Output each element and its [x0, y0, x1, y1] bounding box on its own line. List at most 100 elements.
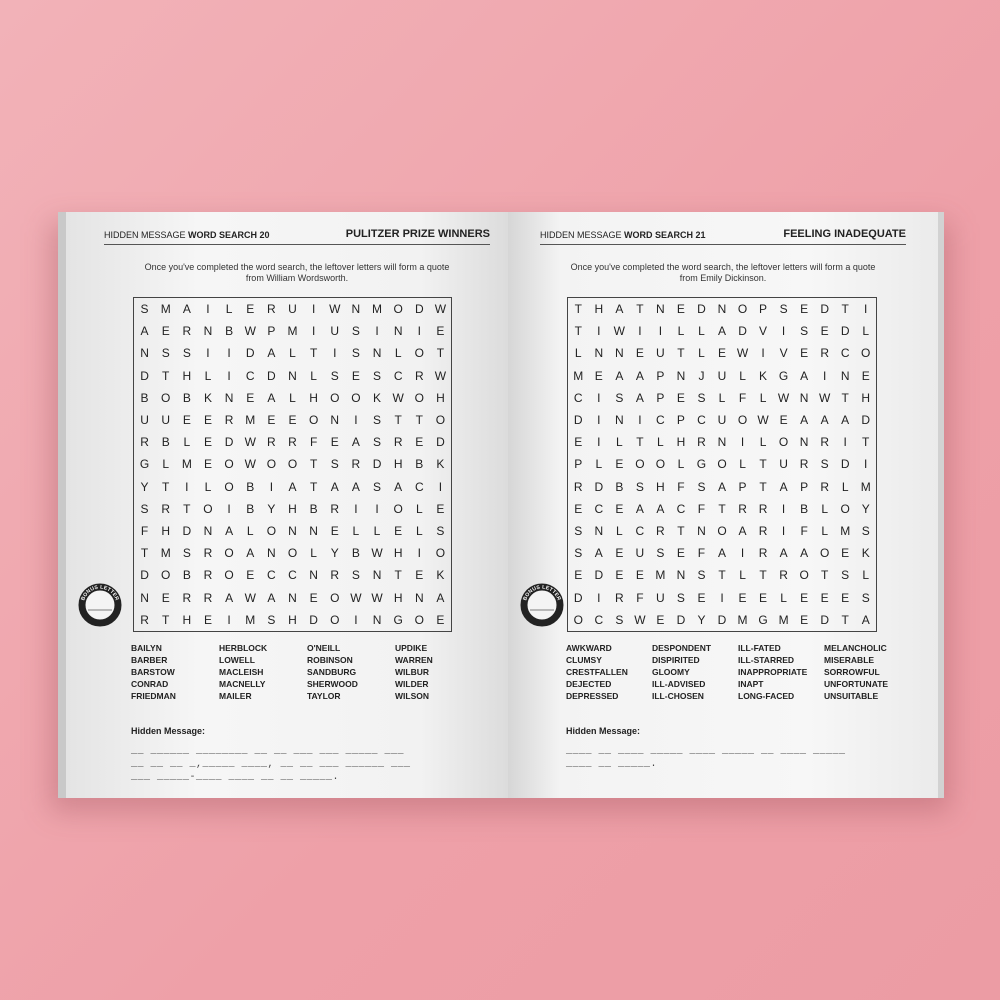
grid-letter[interactable]: T	[677, 346, 685, 361]
grid-letter[interactable]: T	[162, 612, 170, 627]
grid-letter[interactable]: I	[597, 324, 601, 339]
grid-letter[interactable]: L	[246, 524, 254, 539]
grid-letter[interactable]: T	[162, 479, 170, 494]
grid-letter[interactable]: B	[800, 501, 809, 516]
grid-letter[interactable]: A	[267, 346, 276, 361]
grid-letter[interactable]: O	[287, 546, 298, 561]
grid-letter[interactable]: O	[414, 612, 424, 627]
grid-letter[interactable]: A	[267, 390, 276, 405]
grid-letter[interactable]: U	[330, 324, 340, 339]
grid-letter[interactable]: W	[371, 590, 383, 605]
grid-letter[interactable]: U	[717, 413, 727, 428]
grid-letter[interactable]: I	[638, 413, 642, 428]
grid-letter[interactable]: U	[779, 457, 788, 472]
grid-letter[interactable]: I	[597, 435, 601, 450]
grid-letter[interactable]: I	[185, 479, 189, 494]
grid-letter[interactable]: U	[656, 590, 665, 605]
grid-letter[interactable]: A	[861, 612, 870, 627]
grid-letter[interactable]: E	[267, 413, 276, 428]
grid-letter[interactable]: O	[799, 568, 809, 583]
grid-letter[interactable]: E	[635, 568, 644, 583]
grid-letter[interactable]: R	[267, 302, 276, 317]
grid-letter[interactable]: K	[203, 390, 212, 405]
grid-letter[interactable]: A	[779, 546, 788, 561]
grid-letter[interactable]: R	[758, 524, 768, 539]
grid-letter[interactable]: F	[800, 524, 808, 539]
grid-letter[interactable]: W	[371, 546, 383, 561]
grid-letter[interactable]: N	[799, 390, 809, 405]
grid-letter[interactable]: S	[140, 302, 149, 317]
grid-letter[interactable]: R	[267, 435, 276, 450]
grid-letter[interactable]: C	[676, 501, 686, 516]
grid-letter[interactable]: N	[840, 368, 850, 383]
grid-letter[interactable]: A	[800, 546, 809, 561]
grid-letter[interactable]: T	[841, 302, 849, 317]
grid-letter[interactable]: A	[820, 413, 829, 428]
grid-letter[interactable]: A	[738, 524, 747, 539]
grid-letter[interactable]: O	[266, 457, 277, 472]
grid-letter[interactable]: A	[635, 390, 644, 405]
grid-letter[interactable]: O	[414, 346, 424, 361]
grid-letter[interactable]: O	[819, 546, 830, 561]
grid-letter[interactable]: K	[436, 457, 445, 472]
grid-letter[interactable]: H	[393, 590, 403, 605]
grid-letter[interactable]: D	[573, 590, 583, 605]
grid-letter[interactable]: Y	[330, 546, 339, 561]
grid-letter[interactable]: N	[267, 546, 276, 561]
grid-letter[interactable]: A	[717, 479, 726, 494]
grid-letter[interactable]: L	[759, 435, 767, 450]
grid-letter[interactable]: M	[245, 413, 256, 428]
grid-letter[interactable]: L	[841, 479, 849, 494]
grid-letter[interactable]: D	[676, 612, 686, 627]
grid-letter[interactable]: H	[288, 501, 297, 516]
grid-letter[interactable]: I	[638, 324, 642, 339]
grid-letter[interactable]: C	[635, 524, 645, 539]
grid-letter[interactable]: E	[615, 501, 624, 516]
grid-letter[interactable]: U	[717, 368, 727, 383]
grid-letter[interactable]: S	[140, 501, 149, 516]
grid-letter[interactable]: S	[820, 457, 829, 472]
grid-letter[interactable]: H	[288, 612, 297, 627]
grid-letter[interactable]: T	[436, 346, 445, 361]
grid-letter[interactable]: I	[597, 390, 601, 405]
grid-letter[interactable]: D	[309, 612, 318, 627]
grid-letter[interactable]: B	[246, 501, 255, 516]
grid-letter[interactable]: C	[573, 390, 583, 405]
grid-letter[interactable]: R	[820, 435, 829, 450]
grid-letter[interactable]: M	[245, 612, 256, 627]
grid-letter[interactable]: A	[635, 368, 644, 383]
grid-letter[interactable]: E	[246, 568, 255, 583]
grid-letter[interactable]: R	[203, 546, 213, 561]
grid-letter[interactable]: O	[717, 457, 727, 472]
grid-letter[interactable]: H	[676, 435, 686, 450]
bonus-letter-circle[interactable]: BONUS LETTER	[78, 583, 122, 627]
grid-letter[interactable]: N	[372, 568, 382, 583]
grid-letter[interactable]: L	[310, 546, 317, 561]
grid-letter[interactable]: S	[351, 568, 360, 583]
grid-letter[interactable]: R	[140, 435, 149, 450]
grid-letter[interactable]: L	[225, 302, 233, 317]
grid-letter[interactable]: H	[861, 390, 871, 405]
grid-letter[interactable]: D	[594, 568, 604, 583]
grid-letter[interactable]: M	[181, 457, 192, 472]
grid-letter[interactable]: T	[574, 302, 582, 317]
grid-letter[interactable]: W	[329, 302, 341, 317]
grid-letter[interactable]: T	[718, 501, 726, 516]
grid-letter[interactable]: E	[330, 435, 339, 450]
grid-letter[interactable]: C	[414, 479, 424, 494]
grid-letter[interactable]: M	[860, 479, 871, 494]
grid-letter[interactable]: I	[781, 324, 786, 339]
grid-letter[interactable]: A	[800, 368, 809, 383]
grid-letter[interactable]: S	[330, 457, 339, 472]
grid-letter[interactable]: T	[574, 324, 582, 339]
hidden-message-line[interactable]: ____ __ ____ _____ ____ _____ __ ____ __…	[566, 746, 846, 757]
grid-letter[interactable]: I	[720, 590, 724, 605]
grid-letter[interactable]: A	[779, 479, 788, 494]
grid-letter[interactable]: G	[758, 612, 768, 627]
grid-letter[interactable]: O	[655, 457, 666, 472]
grid-letter[interactable]: W	[736, 346, 749, 361]
grid-letter[interactable]: E	[182, 413, 191, 428]
grid-letter[interactable]: A	[225, 590, 234, 605]
grid-letter[interactable]: D	[594, 479, 604, 494]
grid-letter[interactable]: T	[636, 435, 644, 450]
